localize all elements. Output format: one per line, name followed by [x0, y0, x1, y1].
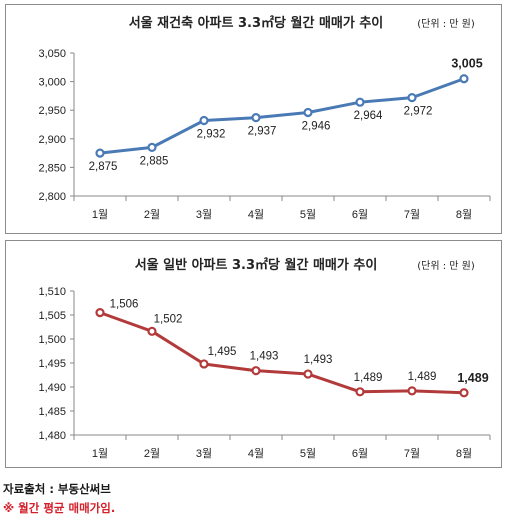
y-tick-label: 1,500 — [38, 334, 66, 346]
chart-reconstruction-svg: 서울 재건축 아파트 3.3㎡당 월간 매매가 추이 (단위 : 만 원) 2,80… — [38, 15, 491, 221]
data-point — [147, 142, 157, 152]
data-label: 2,972 — [404, 106, 433, 118]
data-label: 2,932 — [197, 128, 226, 140]
data-point — [95, 148, 105, 158]
data-label: 1,489 — [408, 371, 437, 383]
data-label: 1,495 — [208, 346, 237, 358]
data-label: 2,946 — [302, 120, 331, 132]
x-tick-label: 7월 — [404, 447, 420, 460]
y-tick-label: 2,850 — [38, 162, 66, 174]
chart-title: 서울 일반 아파트 3.3㎡당 월간 매매가 추이 — [135, 257, 378, 273]
data-label: 2,964 — [354, 110, 383, 122]
x-tick-label: 4월 — [248, 447, 264, 460]
data-label: 3,005 — [451, 57, 482, 71]
data-label: 1,489 — [457, 371, 488, 385]
data-point — [147, 326, 157, 336]
data-point — [199, 115, 209, 126]
data-point — [355, 97, 365, 107]
data-point — [459, 388, 469, 398]
data-point — [459, 74, 469, 84]
data-point — [251, 366, 261, 376]
data-point — [407, 386, 417, 396]
y-tick-label: 3,050 — [38, 48, 66, 60]
data-label: 2,885 — [140, 155, 169, 167]
x-tick-label: 1월 — [92, 447, 108, 460]
unit-label: (단위 : 만 원) — [417, 259, 475, 272]
x-tick-label: 1월 — [92, 208, 108, 221]
chart-panel-reconstruction: 서울 재건축 아파트 3.3㎡당 월간 매매가 추이 (단위 : 만 원) 2,80… — [5, 4, 502, 234]
data-point — [251, 113, 261, 123]
y-tick-label: 1,480 — [38, 430, 66, 442]
x-tick-label: 6월 — [352, 447, 368, 460]
y-tick-label: 1,505 — [38, 310, 66, 322]
data-point — [303, 107, 313, 118]
x-tick-label: 5월 — [300, 447, 316, 460]
chart-title: 서울 재건축 아파트 3.3㎡당 월간 매매가 추이 — [129, 15, 384, 31]
series-line — [99, 311, 465, 395]
chart-general-svg: 서울 일반 아파트 3.3㎡당 월간 매매가 추이 (단위 : 만 원) 1,480… — [38, 257, 491, 460]
chart-panel-general: 서울 일반 아파트 3.3㎡당 월간 매매가 추이 (단위 : 만 원) 1,480… — [5, 240, 502, 468]
data-label: 1,506 — [110, 299, 139, 311]
x-tick-label: 5월 — [300, 208, 316, 221]
y-tick-label: 1,490 — [38, 382, 66, 394]
x-tick-label: 8월 — [456, 447, 472, 460]
data-label: 1,502 — [154, 313, 183, 325]
x-tick-label: 3월 — [196, 447, 212, 460]
data-point — [95, 307, 105, 318]
y-tick-label: 3,000 — [38, 77, 66, 89]
y-tick-label: 2,950 — [38, 105, 66, 117]
source-text: 자료출처 : 부동산써브 — [3, 482, 111, 496]
data-label: 2,875 — [89, 161, 118, 173]
series-line — [99, 77, 465, 155]
note-text: ※ 월간 평균 매매가임. — [3, 501, 116, 515]
data-point — [199, 359, 209, 369]
x-tick-label: 4월 — [248, 208, 264, 221]
data-point — [303, 369, 313, 379]
data-point — [407, 93, 417, 103]
x-tick-label: 3월 — [196, 208, 212, 221]
x-tick-label: 8월 — [456, 208, 472, 221]
y-tick-label: 2,800 — [38, 191, 66, 203]
data-label: 1,493 — [250, 351, 279, 363]
x-tick-label: 2월 — [144, 208, 160, 221]
y-tick-label: 1,485 — [38, 406, 66, 418]
x-tick-label: 2월 — [144, 447, 160, 460]
x-tick-label: 7월 — [404, 208, 420, 221]
data-label: 1,489 — [354, 372, 383, 384]
y-tick-label: 1,495 — [38, 358, 66, 370]
y-tick-label: 1,510 — [38, 286, 66, 298]
data-label: 2,937 — [248, 126, 277, 138]
data-point — [355, 387, 365, 397]
y-tick-label: 2,900 — [38, 134, 66, 146]
x-tick-label: 6월 — [352, 208, 368, 221]
unit-label: (단위 : 만 원) — [417, 17, 475, 30]
data-label: 1,493 — [304, 354, 333, 366]
